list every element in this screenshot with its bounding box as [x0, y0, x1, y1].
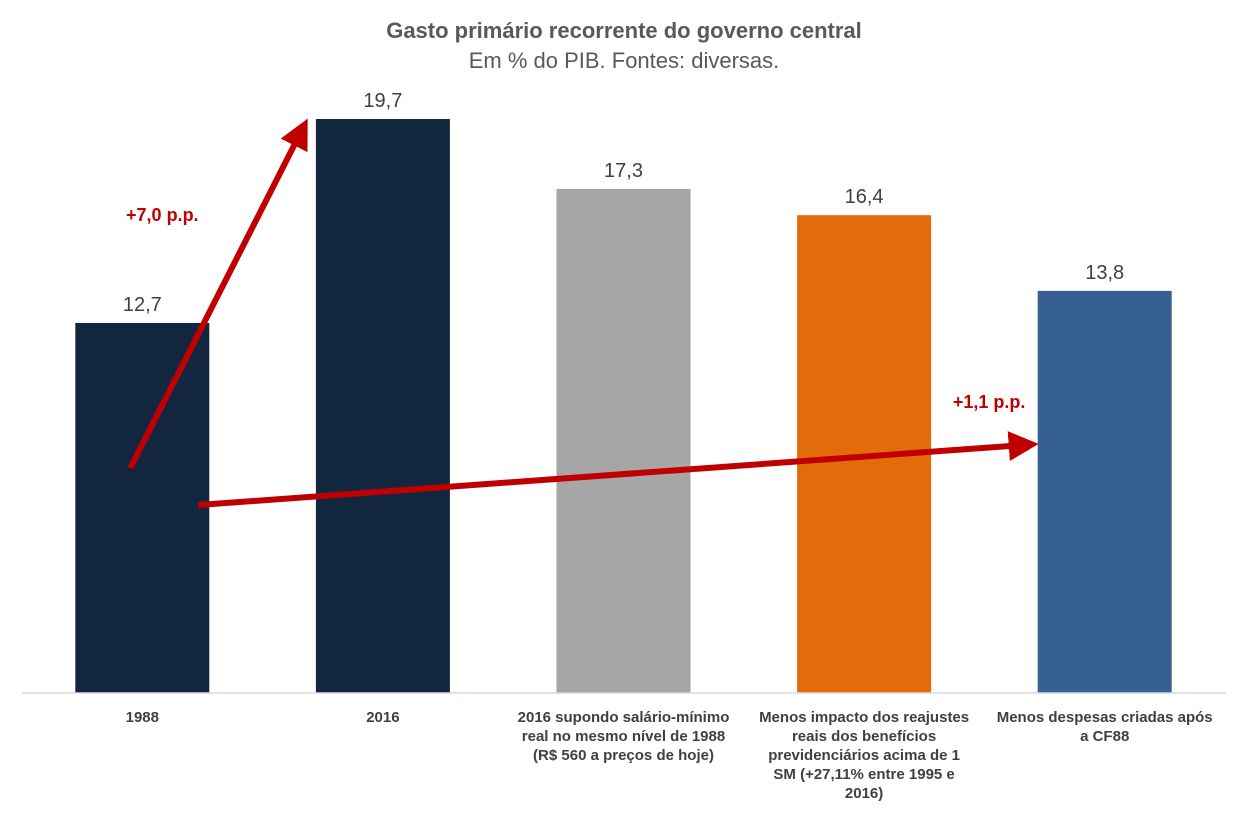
annotation-arrow-0	[127, 118, 308, 470]
bar-0	[75, 322, 210, 693]
annotation-label-0: +7,0 p.p.	[126, 205, 199, 225]
value-label-3: 16,4	[845, 186, 884, 208]
chart-title: Gasto primário recorrente do governo cen…	[386, 18, 862, 43]
bars-group	[75, 119, 1172, 693]
annotation-arrow-1	[198, 431, 1039, 508]
category-label-0: 1988	[126, 709, 159, 726]
bar-4	[1037, 290, 1172, 693]
annotation-label-1: +1,1 p.p.	[953, 392, 1026, 412]
value-label-2: 17,3	[604, 160, 643, 182]
value-label-0: 12,7	[123, 294, 162, 316]
value-label-4: 13,8	[1085, 262, 1124, 284]
category-label-4: Menos despesas criadas após a CF88	[997, 709, 1213, 745]
annotations-group: +7,0 p.p. +1,1 p.p.	[126, 118, 1039, 508]
bar-1	[315, 119, 450, 693]
category-labels-group: 1988 2016 2016 supondo salário-mínimo real …	[126, 709, 1213, 802]
category-label-2: 2016 supondo salário-mínimo real no mesmo…	[518, 709, 730, 764]
value-label-1: 19,7	[363, 90, 402, 112]
chart-subtitle: Em % do PIB. Fontes: diversas.	[469, 48, 780, 73]
bar-2	[556, 188, 691, 693]
category-label-1: 2016	[366, 709, 399, 726]
category-label-3: Menos impacto dos reajustes reais dos ben…	[759, 709, 969, 802]
value-labels-group: 12,7 19,7 17,3 16,4 13,8	[123, 90, 1124, 316]
